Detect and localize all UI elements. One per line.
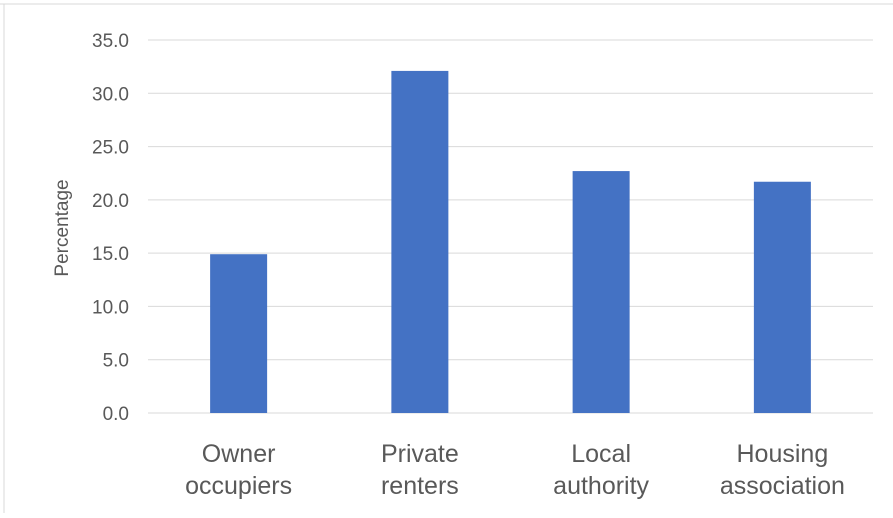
bar [572, 171, 630, 413]
x-category-label: Housing [737, 440, 829, 468]
y-tick-label: 30.0 [92, 84, 129, 105]
x-axis-category-labels: Owner occupiers Private renters Local authori… [185, 440, 845, 500]
x-category-label: Local [571, 440, 631, 468]
y-tick-label: 0.0 [103, 404, 129, 425]
bar [210, 254, 268, 413]
bars [210, 70, 811, 414]
x-category-label: Private [381, 440, 459, 468]
gridlines [148, 39, 873, 414]
x-category-label: Owner [202, 440, 276, 468]
x-category-label: association [720, 472, 845, 500]
y-tick-label: 10.0 [92, 297, 129, 318]
bar [753, 181, 811, 413]
y-tick-label: 25.0 [92, 138, 129, 159]
y-axis-title: Percentage [52, 179, 73, 276]
y-tick-label: 5.0 [103, 351, 129, 372]
x-category-label: renters [381, 472, 459, 500]
y-tick-label: 20.0 [92, 191, 129, 212]
x-category-label: occupiers [185, 472, 292, 500]
y-tick-label: 35.0 [92, 31, 129, 52]
y-axis-tick-labels: 0.0 5.0 10.0 15.0 20.0 25.0 30.0 35.0 [92, 31, 129, 425]
y-tick-label: 15.0 [92, 244, 129, 265]
bar [391, 70, 449, 414]
x-category-label: authority [553, 472, 649, 500]
